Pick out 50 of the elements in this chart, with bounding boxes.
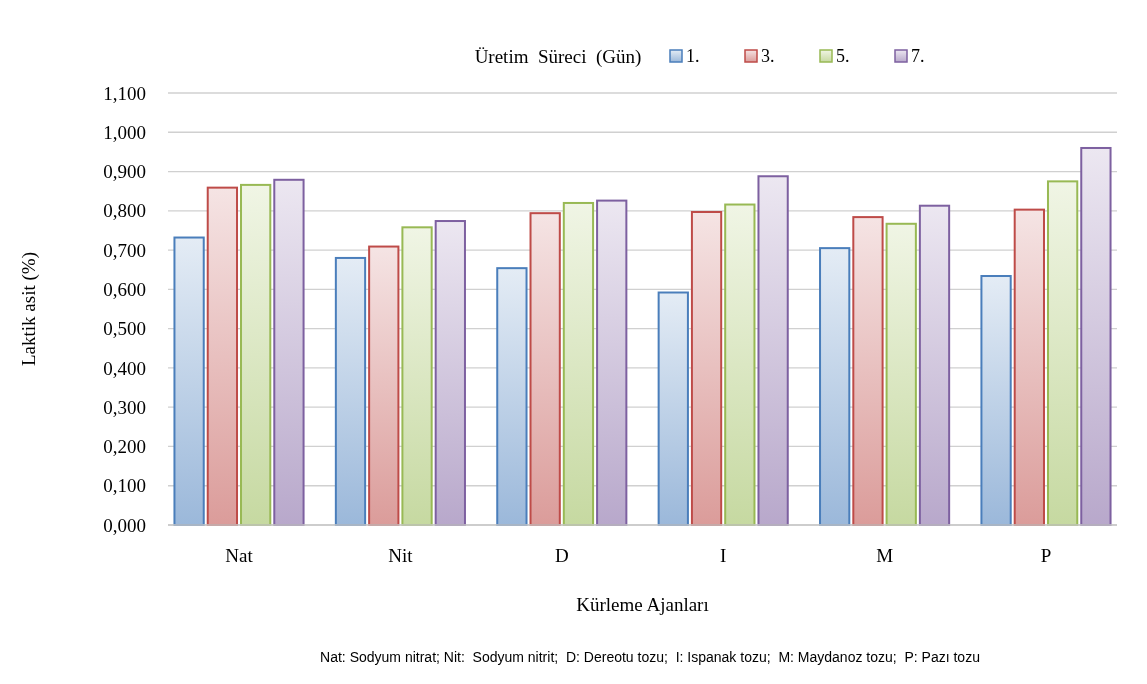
bar [496,267,528,526]
bar [596,199,628,526]
y-tick-label: 0,700 [103,239,146,261]
legend-label: 1. [686,46,700,67]
bar [918,204,951,526]
x-tick-label: Nat [225,545,254,566]
y-axis-title: Laktik asit (%) [18,252,40,366]
bar [690,211,723,526]
bar [434,220,466,526]
bar [724,203,756,526]
y-tick-label: 0,200 [103,436,146,458]
bar [657,291,689,526]
legend-label: 5. [836,46,850,67]
legend-label: 7. [911,46,925,67]
y-tick-label: 0,300 [103,396,146,418]
bar [1046,180,1079,526]
bar [1080,146,1112,526]
legend-label: 3. [761,46,775,67]
bar [240,183,272,526]
x-tick-label: I [720,545,727,566]
y-tick-label: 0,500 [103,318,146,340]
bar [562,201,595,526]
y-tick-label: 0,100 [103,475,146,497]
legend-title: Üretim Süreci (Gün) [474,45,642,68]
x-axis-title: Kürleme Ajanları [576,594,709,615]
y-tick-label: 0,400 [103,357,146,379]
bar [334,256,367,526]
bar [273,178,305,526]
bar [529,212,561,526]
bar [1013,208,1045,526]
bar [401,226,433,526]
x-tick-label: P [1040,545,1052,566]
bar [819,247,851,526]
y-tick-label: 0,600 [103,279,146,301]
bar [368,245,400,526]
y-tick-label: 0,800 [103,200,146,222]
y-tick-label: 1,100 [103,82,146,104]
bar [852,216,884,526]
y-tick-label: 0,900 [103,161,146,183]
bar [980,275,1012,526]
y-tick-label: 0,000 [103,514,146,536]
x-tick-label: M [876,545,894,566]
text: Nat: Sodyum nitrat; Nit: Sodyum nitrit; D: Dereotu tozu; I: Ispanak tozu; M: Maydanoz tozu; P: Pazı tozu [320,649,980,665]
bar [757,175,789,526]
x-tick-label: D [554,545,569,566]
y-tick-label: 1,000 [103,121,146,143]
bar [885,222,917,526]
x-tick-label: Nit [388,545,414,566]
bar [173,236,205,526]
bar [206,186,239,526]
